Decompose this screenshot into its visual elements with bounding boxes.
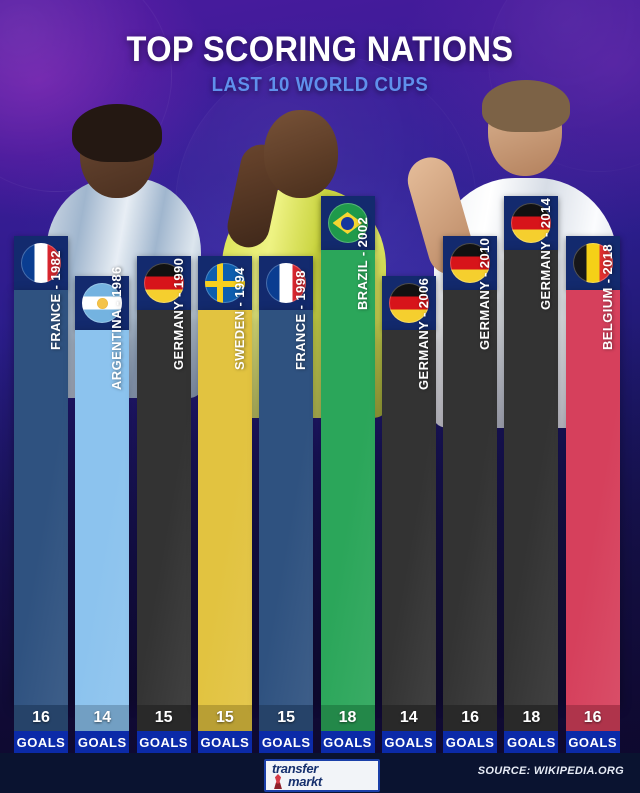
flag-icon (388, 283, 429, 323)
footer: transfer markt SOURCE: WIKIPEDIA.ORG (0, 753, 640, 793)
goals-block: 16 GOALS (14, 705, 68, 753)
goals-value: 18 (320, 705, 375, 731)
bar-label: SWEDEN - 1994 (231, 267, 247, 370)
goals-value: 16 (443, 705, 498, 731)
bar-label: GERMANY - 2006 (416, 278, 431, 390)
goals-unit-label: GOALS (136, 731, 191, 753)
flag-icon (450, 243, 491, 283)
goals-value: 18 (504, 705, 559, 731)
page-title: TOP SCORING NATIONS (126, 30, 514, 69)
bar[interactable] (197, 310, 252, 705)
transfermarkt-logo: transfer markt (264, 759, 380, 792)
goals-block: 15 GOALS (197, 705, 252, 753)
bar-column[interactable]: BRAZIL - 2002 (320, 196, 375, 705)
flag-icon (21, 243, 61, 283)
logo-line-1: transfer (272, 761, 319, 776)
flag-badge (320, 196, 375, 250)
goals-unit-label: GOALS (381, 731, 436, 753)
flag-badge (259, 256, 314, 310)
bar-column[interactable]: GERMANY - 2006 (381, 276, 436, 705)
bar[interactable] (75, 330, 130, 705)
bar-label: GERMANY - 1990 (171, 258, 186, 370)
source-credit: SOURCE: WIKIPEDIA.ORG (477, 765, 624, 777)
bar[interactable] (565, 290, 620, 705)
page-subtitle: LAST 10 WORLD CUPS (211, 74, 429, 96)
flag-icon (143, 263, 184, 303)
goals-block: 15 GOALS (136, 705, 191, 753)
goals-block: 15 GOALS (259, 705, 314, 753)
goals-value: 15 (197, 705, 252, 731)
bar-column[interactable]: ARGENTINA - 1986 (75, 266, 130, 705)
bar-label: GERMANY - 2014 (538, 198, 553, 310)
goals-unit-label: GOALS (259, 731, 314, 753)
bar-column[interactable]: BELGIUM - 2018 (565, 236, 620, 705)
bar-column[interactable]: SWEDEN - 1994 (197, 256, 252, 705)
bar-label: GERMANY - 2010 (477, 238, 492, 350)
flag-badge (136, 256, 191, 310)
logo-line-2: markt (288, 774, 322, 789)
goals-block: 18 GOALS (504, 705, 559, 753)
goals-value: 14 (381, 705, 436, 731)
bar-label: ARGENTINA - 1986 (109, 266, 124, 390)
bar-label: BELGIUM - 2018 (599, 243, 615, 350)
bar[interactable] (381, 330, 436, 705)
goals-block: 14 GOALS (381, 705, 436, 753)
goals-unit-label: GOALS (75, 731, 130, 753)
bar-column[interactable]: FRANCE - 1998 (259, 256, 314, 705)
goals-unit-label: GOALS (565, 731, 620, 753)
bar-label: FRANCE - 1998 (293, 270, 309, 370)
flag-badge (565, 236, 620, 290)
bar-column[interactable]: FRANCE - 1982 (14, 236, 68, 705)
flag-badge (14, 236, 68, 290)
bar[interactable] (443, 290, 498, 705)
bar-label: BRAZIL - 2002 (354, 216, 370, 310)
flag-icon (572, 243, 613, 283)
goals-value: 15 (259, 705, 314, 731)
goals-value: 16 (565, 705, 620, 731)
goals-unit-label: GOALS (443, 731, 498, 753)
goals-block: 14 GOALS (75, 705, 130, 753)
goals-block: 18 GOALS (320, 705, 375, 753)
goals-block: 16 GOALS (565, 705, 620, 753)
goals-unit-label: GOALS (14, 731, 68, 753)
goals-value: 14 (75, 705, 130, 731)
bar[interactable] (504, 250, 559, 705)
goals-value: 15 (136, 705, 191, 731)
bar[interactable] (14, 290, 68, 705)
bar-column[interactable]: GERMANY - 2010 (443, 236, 498, 705)
bar-column[interactable]: GERMANY - 1990 (136, 256, 191, 705)
goals-unit-label: GOALS (320, 731, 375, 753)
flag-icon (327, 203, 368, 243)
flag-icon (204, 263, 245, 303)
flag-badge (443, 236, 498, 290)
goals-block: 16 GOALS (443, 705, 498, 753)
goals-unit-label: GOALS (504, 731, 559, 753)
transfermarkt-mark-icon (274, 774, 282, 789)
flag-icon (511, 203, 552, 243)
flag-badge (75, 276, 130, 330)
flag-badge (504, 196, 559, 250)
flag-badge (381, 276, 436, 330)
bar[interactable] (136, 310, 191, 705)
header: TOP SCORING NATIONS LAST 10 WORLD CUPS (0, 30, 640, 97)
goals-value: 16 (14, 705, 68, 731)
flag-icon (266, 263, 307, 303)
bar-label: FRANCE - 1982 (48, 250, 63, 350)
bar[interactable] (259, 310, 314, 705)
flag-badge (197, 256, 252, 310)
goals-unit-label: GOALS (197, 731, 252, 753)
bar[interactable] (320, 250, 375, 705)
flag-icon (82, 283, 123, 323)
bar-column[interactable]: GERMANY - 2014 (504, 196, 559, 705)
